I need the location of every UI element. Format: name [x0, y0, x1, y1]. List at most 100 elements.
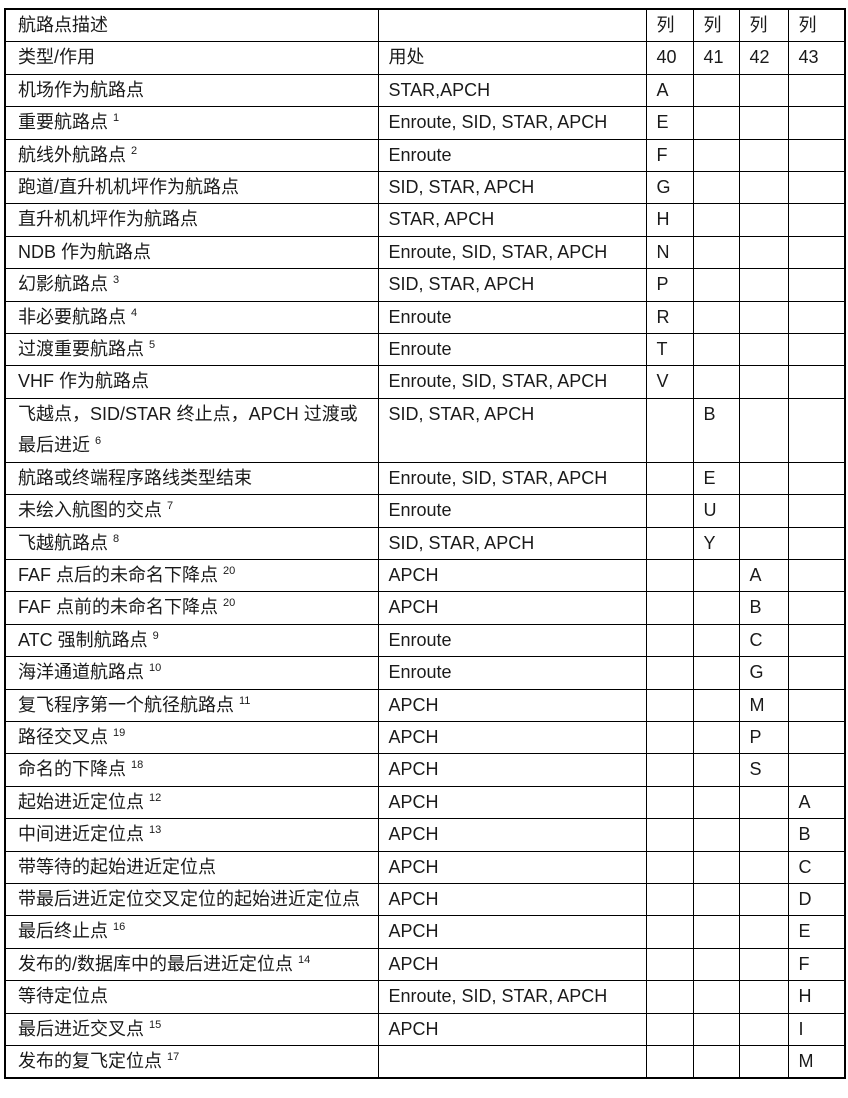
usage-cell: STAR,APCH	[377, 73, 647, 108]
usage-cell: Enroute, SID, STAR, APCH	[377, 235, 647, 270]
waypoint-description-cell: FAF 点后的未命名下降点 20	[4, 558, 379, 593]
footnote-superscript: 2	[131, 144, 138, 157]
waypoint-description-text: 发布的/数据库中的最后进近定位点	[18, 953, 293, 974]
col43-code-cell: M	[787, 1045, 846, 1079]
col41-code-cell	[692, 688, 740, 722]
col40-code-cell	[645, 980, 694, 1014]
table-row: 飞越航路点 8 SID, STAR, APCH Y	[4, 526, 846, 560]
col41-code-cell	[692, 591, 740, 625]
waypoint-description-text: VHF 作为航路点	[18, 371, 150, 392]
waypoint-description-cell: 最后进近交叉点 15	[4, 1012, 379, 1047]
col42-code-cell	[738, 461, 789, 496]
waypoint-description-text: 航线外航路点	[18, 144, 126, 165]
footnote-superscript: 8	[113, 532, 120, 545]
col41-code-cell	[692, 980, 740, 1014]
col42-code-cell	[738, 785, 789, 820]
col43-code-cell	[787, 138, 846, 173]
table-row: ATC 强制航路点 9 Enroute C	[4, 623, 846, 658]
header-col-label-42: 列	[738, 8, 789, 43]
waypoint-description-cell: 发布的复飞定位点 17	[4, 1045, 379, 1079]
waypoint-description-text: 飞越点，SID/STAR 终止点，APCH 过渡或最后进近	[18, 403, 358, 456]
footnote-superscript: 15	[149, 1018, 162, 1031]
usage-cell: APCH	[377, 688, 647, 722]
footnote-superscript: 4	[131, 306, 138, 319]
col42-code-cell	[738, 1012, 789, 1047]
header-waypoint-description: 航路点描述	[4, 8, 379, 43]
col40-code-cell	[645, 397, 694, 463]
waypoint-description-text: 带最后进近定位交叉定位的起始进近定位点	[18, 888, 360, 909]
col43-code-cell: D	[787, 882, 846, 917]
col41-code-cell	[692, 268, 740, 302]
waypoint-code-table: 航路点描述 列 列 列 列 类型/作用 用处 40 41 42 43 机场作为航…	[4, 8, 846, 1080]
footnote-superscript: 3	[113, 274, 120, 287]
table-row: 中间进近定位点 13 APCH B	[4, 818, 846, 852]
usage-cell: APCH	[377, 753, 647, 787]
usage-cell: SID, STAR, APCH	[377, 171, 647, 205]
col41-code-cell	[692, 1012, 740, 1047]
waypoint-description-cell: 发布的/数据库中的最后进近定位点 14	[4, 947, 379, 982]
footnote-superscript: 17	[167, 1051, 180, 1063]
table-body: 航路点描述 列 列 列 列 类型/作用 用处 40 41 42 43 机场作为航…	[4, 8, 846, 1079]
col40-code-cell	[645, 656, 694, 690]
waypoint-description-cell: ATC 强制航路点 9	[4, 623, 379, 658]
table-row: 发布的复飞定位点 17 M	[4, 1045, 846, 1079]
col42-code-cell: M	[738, 688, 789, 722]
header-col-number-40: 40	[645, 41, 694, 75]
col43-code-cell: F	[787, 947, 846, 982]
table-row: 直升机机坪作为航路点 STAR, APCH H	[4, 203, 846, 237]
waypoint-description-text: 海洋通道航路点	[18, 662, 144, 683]
table-row: 海洋通道航路点 10 Enroute G	[4, 656, 846, 690]
usage-cell: SID, STAR, APCH	[377, 268, 647, 302]
col41-code-cell	[692, 171, 740, 205]
waypoint-description-text: 最后进近交叉点	[18, 1018, 144, 1039]
col43-code-cell	[787, 623, 846, 658]
col41-code-cell	[692, 915, 740, 949]
col43-code-cell	[787, 656, 846, 690]
footnote-superscript: 18	[131, 759, 144, 772]
waypoint-description-cell: 跑道/直升机机坪作为航路点	[4, 171, 379, 205]
table-row: 航路或终端程序路线类型结束 Enroute, SID, STAR, APCH E	[4, 461, 846, 496]
footnote-superscript: 14	[298, 953, 311, 966]
waypoint-description-text: 飞越航路点	[18, 532, 108, 553]
usage-cell: APCH	[377, 915, 647, 949]
table-row: 机场作为航路点 STAR,APCH A	[4, 73, 846, 108]
col42-code-cell	[738, 947, 789, 982]
col40-code-cell: R	[645, 300, 694, 335]
waypoint-description-text: 未绘入航图的交点	[18, 500, 162, 521]
col41-code-cell	[692, 818, 740, 852]
usage-cell: APCH	[377, 720, 647, 755]
table-row: 重要航路点 1 Enroute, SID, STAR, APCH E	[4, 106, 846, 140]
header-col-number-43: 43	[787, 41, 846, 75]
usage-cell: STAR, APCH	[377, 203, 647, 237]
waypoint-description-text: 发布的复飞定位点	[18, 1051, 162, 1071]
footnote-superscript: 20	[223, 564, 236, 577]
waypoint-description-cell: 复飞程序第一个航径航路点 11	[4, 688, 379, 722]
table-row: FAF 点前的未命名下降点 20 APCH B	[4, 591, 846, 625]
col42-code-cell	[738, 882, 789, 917]
waypoint-description-cell: 带等待的起始进近定位点	[4, 850, 379, 884]
col40-code-cell	[645, 720, 694, 755]
col41-code-cell	[692, 138, 740, 173]
header-blank-cell	[377, 8, 647, 43]
col41-code-cell: E	[692, 461, 740, 496]
footnote-superscript: 1	[113, 112, 120, 125]
waypoint-description-cell: 飞越航路点 8	[4, 526, 379, 560]
col43-code-cell	[787, 203, 846, 237]
col41-code-cell	[692, 106, 740, 140]
usage-cell: APCH	[377, 558, 647, 593]
waypoint-description-cell: 航线外航路点 2	[4, 138, 379, 173]
table-row: 非必要航路点 4 Enroute R	[4, 300, 846, 335]
waypoint-description-cell: NDB 作为航路点	[4, 235, 379, 270]
usage-cell: Enroute, SID, STAR, APCH	[377, 365, 647, 399]
table-row: 最后终止点 16 APCH E	[4, 915, 846, 949]
usage-cell: APCH	[377, 947, 647, 982]
table-row: VHF 作为航路点 Enroute, SID, STAR, APCH V	[4, 365, 846, 399]
table-row: 命名的下降点 18 APCH S	[4, 753, 846, 787]
col43-code-cell	[787, 494, 846, 528]
col42-code-cell	[738, 818, 789, 852]
table-row: FAF 点后的未命名下降点 20 APCH A	[4, 558, 846, 593]
usage-cell: Enroute	[377, 656, 647, 690]
col42-code-cell: C	[738, 623, 789, 658]
col40-code-cell: H	[645, 203, 694, 237]
